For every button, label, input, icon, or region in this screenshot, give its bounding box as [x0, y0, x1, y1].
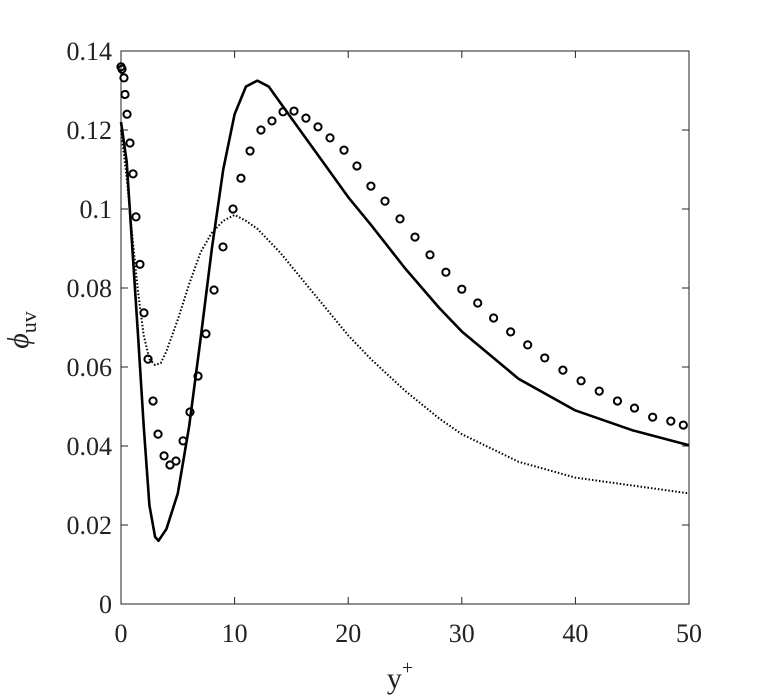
data-marker — [594, 386, 604, 396]
x-tick-label: 0 — [115, 619, 128, 648]
data-marker — [325, 133, 335, 143]
data-marker — [143, 354, 153, 364]
solid-line — [119, 79, 690, 543]
y-axis-label: ϕuv — [2, 311, 41, 349]
y-tick-label: 0.06 — [67, 353, 113, 382]
data-marker — [228, 204, 238, 214]
data-marker — [122, 109, 132, 119]
data-marker — [117, 64, 127, 74]
y-tick-label: 0.12 — [67, 116, 113, 145]
y-tick-label: 0 — [99, 590, 112, 619]
y-tick-label: 0.08 — [67, 274, 113, 303]
data-marker — [506, 327, 516, 337]
data-marker — [678, 420, 688, 430]
data-marker — [148, 396, 158, 406]
data-marker — [576, 376, 586, 386]
data-marker — [267, 116, 277, 126]
y-tick-label: 0.02 — [67, 511, 113, 540]
data-marker — [648, 412, 658, 422]
y-tick-label: 0.14 — [67, 37, 113, 66]
data-marker — [119, 73, 129, 83]
data-marker — [165, 460, 175, 470]
y-tick-label: 0.04 — [67, 432, 113, 461]
y-tick-label: 0.1 — [80, 195, 113, 224]
data-marker — [410, 232, 420, 242]
data-marker — [185, 407, 195, 417]
data-marker — [380, 196, 390, 206]
data-marker — [301, 113, 311, 123]
data-marker — [457, 284, 467, 294]
data-marker — [128, 169, 138, 179]
data-marker — [153, 429, 163, 439]
data-marker — [201, 329, 211, 339]
data-marker — [395, 214, 405, 224]
x-tick-label: 30 — [449, 619, 475, 648]
x-tick-label: 10 — [222, 619, 248, 648]
data-marker — [159, 451, 169, 461]
y-label-symbol: ϕ — [2, 333, 35, 349]
x-label-superscript: + — [402, 657, 413, 679]
data-marker — [540, 353, 550, 363]
x-tick-label: 40 — [562, 619, 588, 648]
data-marker — [313, 122, 323, 132]
data-marker — [131, 212, 141, 222]
data-marker — [441, 267, 451, 277]
data-marker — [666, 416, 676, 426]
data-marker — [289, 106, 299, 116]
x-label-base: y — [387, 662, 402, 695]
data-marker — [193, 371, 203, 381]
data-marker — [139, 308, 149, 318]
data-marker — [236, 173, 246, 183]
plot-frame — [120, 50, 690, 605]
data-marker — [245, 146, 255, 156]
data-marker — [125, 138, 135, 148]
data-marker — [135, 259, 145, 269]
data-marker — [473, 298, 483, 308]
data-marker — [352, 161, 362, 171]
data-marker — [178, 436, 188, 446]
data-marker — [256, 125, 266, 135]
data-marker — [209, 285, 219, 295]
x-axis-label: y+ — [387, 657, 413, 695]
data-marker — [425, 250, 435, 260]
data-marker — [171, 456, 181, 466]
data-marker — [339, 145, 349, 155]
data-marker — [120, 89, 130, 100]
data-marker — [558, 365, 568, 375]
x-tick-label: 50 — [676, 619, 702, 648]
data-marker — [278, 107, 288, 117]
data-marker — [612, 396, 623, 406]
data-marker — [523, 340, 533, 350]
dotted-line — [120, 129, 690, 495]
data-marker — [489, 313, 499, 323]
y-label-subscript: uv — [16, 311, 41, 333]
data-marker — [366, 181, 376, 191]
data-marker — [218, 242, 228, 252]
data-marker — [629, 403, 640, 413]
x-tick-label: 20 — [335, 619, 361, 648]
